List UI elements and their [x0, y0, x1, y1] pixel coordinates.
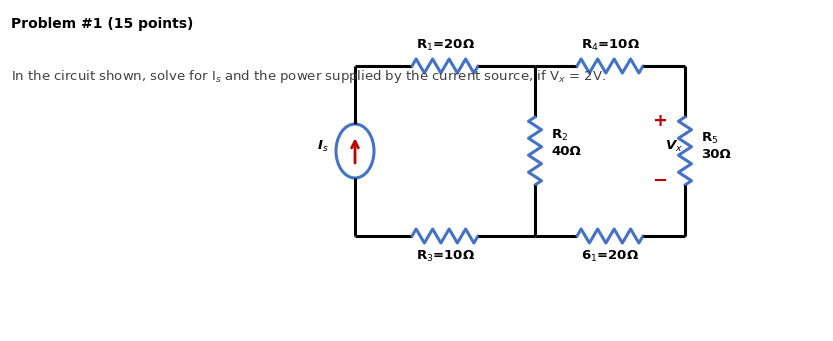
Text: +: +	[652, 112, 667, 130]
Text: R$_2$
40Ω: R$_2$ 40Ω	[551, 128, 581, 158]
Text: Problem #1 (15 points): Problem #1 (15 points)	[11, 17, 193, 31]
Text: V$_x$: V$_x$	[665, 138, 683, 153]
Text: R$_4$=10Ω: R$_4$=10Ω	[581, 38, 640, 53]
Text: R$_3$=10Ω: R$_3$=10Ω	[416, 249, 475, 264]
Text: R$_5$
30Ω: R$_5$ 30Ω	[701, 131, 731, 161]
Text: I$_s$: I$_s$	[317, 138, 329, 153]
Text: −: −	[652, 172, 667, 190]
Text: 6$_1$=20Ω: 6$_1$=20Ω	[581, 249, 639, 264]
Text: In the circuit shown, solve for I$_s$ and the power supplied by the current sour: In the circuit shown, solve for I$_s$ an…	[11, 68, 606, 85]
Text: R$_1$=20Ω: R$_1$=20Ω	[416, 38, 475, 53]
